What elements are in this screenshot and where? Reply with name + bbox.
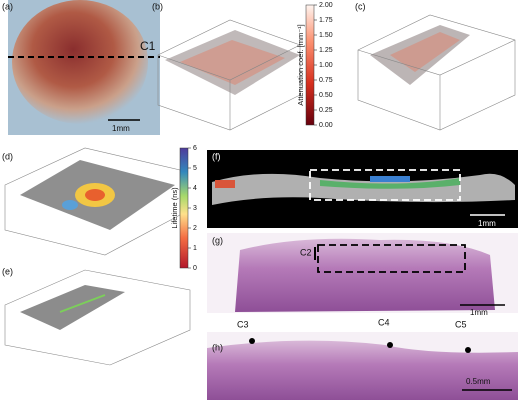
colorbar-tick-label: 1.00 [319,62,333,69]
panel-label: (h) [212,342,223,352]
volume-e [4,269,191,366]
colorbar-tick-label: 1 [193,245,197,252]
colorbar [179,147,189,269]
colorbar-tick-label: 0.75 [319,77,333,84]
photo-panel [8,0,160,135]
annotation: C5 [455,319,467,329]
colorbar-tick-label: 0.00 [319,122,333,129]
panel-label: (e) [2,266,13,276]
colorbar-tick-label: 1.25 [319,47,333,54]
oct-panel [207,150,518,228]
volume-c [357,14,516,131]
panel-label: (f) [212,151,221,161]
scale-label: 1mm [478,219,496,228]
colorbar-tick-label: 0.25 [319,107,333,114]
panel-label: (c) [355,1,366,11]
volume-d [4,147,181,256]
colorbar-tick-label: 3 [193,205,197,212]
panel-label: (g) [212,235,223,245]
scale-label: 1mm [470,308,488,317]
volume-b [157,19,301,131]
colorbar-tick-label: 1.75 [319,17,333,24]
colorbar-tick-label: 0 [193,265,197,272]
colorbar-tick-label: 5 [193,165,197,172]
colorbar-tick-label: 2 [193,225,197,232]
colorbar-tick-label: 1.50 [319,32,333,39]
colorbar-tick-label: 6 [193,145,197,152]
panel-label: (a) [2,1,13,11]
annotation: C3 [237,319,249,329]
colorbar-tick-label: 0.50 [319,92,333,99]
colorbar-tick-label: 4 [193,185,197,192]
histology-g [207,233,518,313]
histology-h [207,332,518,400]
colorbar [305,4,315,126]
tissue-photo [12,0,148,124]
colorbar-label: Lifetime (ns) [170,187,179,229]
scale-label: 1mm [112,124,130,133]
annotation: C1 [140,39,156,53]
annotation: C4 [378,317,390,327]
colorbar-label: Attenuation coef. [mm⁻¹] [296,24,305,106]
scale-label: 0.5mm [466,377,491,386]
annotation: C2 [300,247,312,257]
panel-label: (d) [2,151,13,161]
panel-label: (b) [152,1,163,11]
colorbar-tick-label: 2.00 [319,2,333,9]
